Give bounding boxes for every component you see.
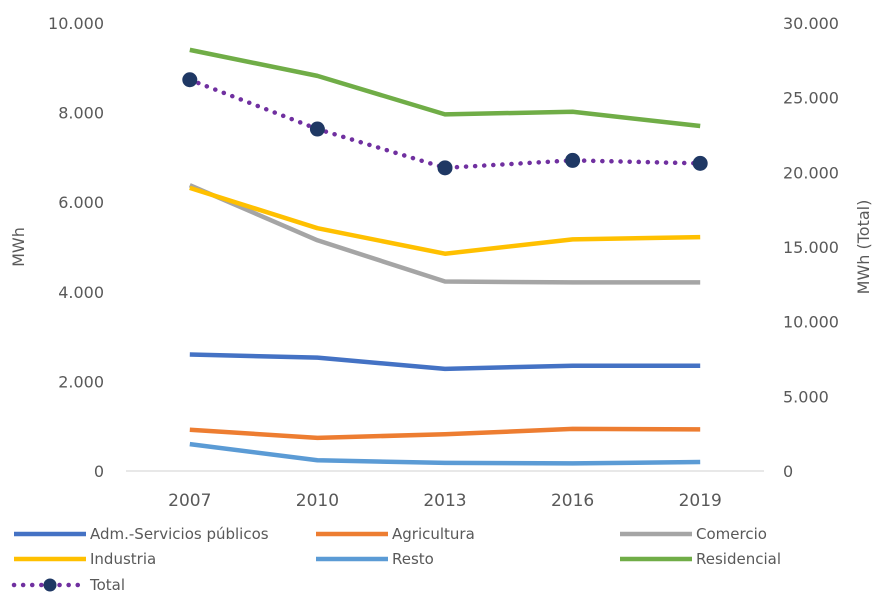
x-tick-label: 2010 [296,491,339,511]
y-left-axis-title: MWh [9,227,28,267]
series-marker-total [437,160,453,176]
y-right-tick-label: 25.000 [783,89,839,108]
y-left-tick-label: 6.000 [58,193,104,212]
y-right-tick-label: 30.000 [783,14,839,33]
series-marker-total [182,72,198,88]
y-right-axis-title: MWh (Total) [854,200,873,295]
legend-label-industria: Industria [90,550,156,568]
legend-label-resto: Resto [392,550,434,568]
legend-label-agricultura: Agricultura [392,525,475,543]
x-tick-label: 2019 [679,491,722,511]
series-line-resto [189,441,701,466]
x-tick-label: 2007 [168,491,211,511]
legend-label-residencial: Residencial [696,550,781,568]
series-line-comercio [188,183,701,285]
x-tick-label: 2013 [423,491,466,511]
y-left-tick-label: 4.000 [58,283,104,302]
legend-label-adm-servicios-publicos: Adm.-Servicios públicos [90,525,269,543]
legend-label-total: Total [89,576,125,594]
y-right-tick-label: 15.000 [783,238,839,257]
series-line-total [187,77,703,171]
y-right-tick-label: 0 [783,462,793,481]
series-line-residencial [189,47,701,129]
y-right-tick-label: 20.000 [783,163,839,182]
y-left-tick-label: 2.000 [58,372,104,391]
legend-label-comercio: Comercio [696,525,767,543]
x-tick-label: 2016 [551,491,594,511]
legend-marker-total [43,578,57,592]
series-marker-total [309,121,325,137]
series-line-industria [189,185,701,256]
y-right-tick-label: 5.000 [783,387,829,406]
series-marker-total [565,152,581,168]
series-marker-total [692,155,708,171]
y-right-tick-label: 10.000 [783,313,839,332]
y-left-tick-label: 10.000 [48,14,104,33]
y-left-tick-label: 0 [94,462,104,481]
y-left-tick-label: 8.000 [58,104,104,123]
series-line-agricultura [189,426,701,441]
series-line-adm-servicios-publicos [189,352,701,372]
